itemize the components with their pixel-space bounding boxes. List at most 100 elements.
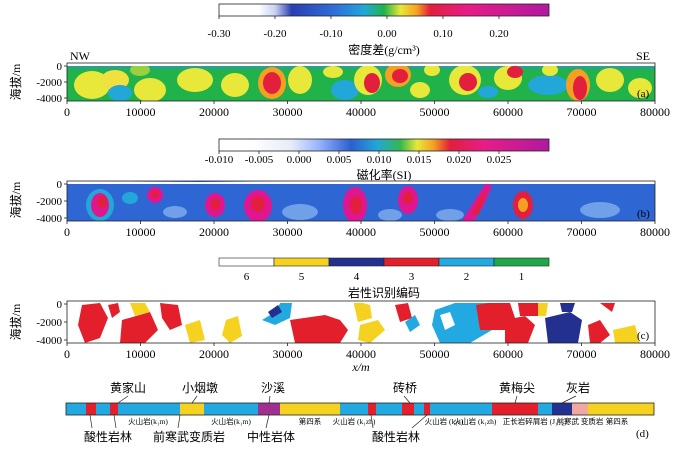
x-tick-label: 70000: [567, 225, 597, 239]
x-tick-label: 60000: [493, 225, 523, 239]
label-huangjiashan: 黄家山: [110, 380, 146, 395]
panel-b: -0.010 -0.005 0.000 0.005 0.010 0.015 0.020 0.0…: [8, 138, 670, 239]
x-tick-label: 70000: [567, 347, 597, 361]
lithology-code-swatch: [493, 257, 550, 267]
lithology-code-label: 4: [354, 271, 360, 283]
x-tick-label: 30000: [273, 225, 303, 239]
y-tick-label: -4000: [36, 93, 62, 105]
y-tick-label: -4000: [36, 335, 62, 347]
x-tick-label: 40000: [346, 225, 376, 239]
label-acidic-rock-1: 酸性岩林: [84, 429, 132, 444]
panel-a-label: (a): [637, 88, 650, 100]
lithology-code-label: 1: [519, 271, 525, 283]
x-tick-label: 40000: [346, 105, 376, 119]
lithology-code-swatch: [438, 257, 495, 267]
inbar-volcanic-k1zh-2: 火山岩 (k₁zh): [454, 416, 497, 426]
panel-a-ylabel: 海拔/m: [8, 63, 23, 100]
colorbar-tick-label: 0.000: [287, 154, 312, 166]
colorbar-tick-label: 0.00: [377, 28, 397, 40]
label-xiaoyandun: 小烟墩: [182, 381, 218, 395]
colorbar-tick-label: 0.20: [489, 28, 509, 40]
inbar-quaternary-1: 第四系: [299, 416, 322, 426]
x-tick-label: 60000: [493, 347, 523, 361]
lithology-field: [67, 301, 655, 343]
x-tick-label: 40000: [346, 347, 376, 361]
colorbar-tick-label: 0.005: [327, 154, 352, 166]
panel-d: 黄家山 小烟墩 沙溪 砖桥 黄梅尖 灰岩 酸性岩林 前寒武变质岩 中性岩体 酸性…: [65, 380, 655, 444]
density-field: [67, 63, 655, 101]
x-tick-label: 50000: [420, 105, 450, 119]
lithology-code-swatch: [328, 257, 385, 267]
x-tick-label: 30000: [273, 347, 303, 361]
direction-nw-label: NW: [70, 49, 91, 63]
colorbar-tick-label: -0.005: [245, 154, 274, 166]
panel-c-axes: 0 10000 20000 30000 40000 50000 60000 70000 8000…: [36, 299, 670, 361]
colorbar-tick-label: 0.015: [407, 154, 432, 166]
x-tick-label: 50000: [420, 225, 450, 239]
lithology-code-swatch: [273, 257, 330, 267]
leader-lines: [89, 395, 577, 429]
label-precambrian-1: 前寒武变质岩: [153, 429, 225, 444]
inbar-volcanic-k1zh-1: 火山岩 (k₁zh): [333, 416, 376, 426]
x-tick-label: 10000: [126, 347, 156, 361]
panel-d-label: (d): [636, 428, 649, 440]
x-tick-label: 80000: [640, 225, 670, 239]
inbar-volcanic-k1m-1: 火山岩(k₁m): [128, 416, 168, 426]
lithology-code-label: 2: [464, 271, 470, 283]
colorbar-tick-label: 0.10: [433, 28, 453, 40]
colorbar-tick-label: 0.020: [447, 154, 472, 166]
x-tick-label: 20000: [199, 225, 229, 239]
panel-b-label: (b): [637, 208, 650, 220]
x-tick-label: 60000: [493, 105, 523, 119]
label-limestone: 灰岩: [566, 380, 590, 395]
panel-c: 6 5 4 3 2 1 岩性识别编码: [8, 257, 670, 374]
colorbar-b-gradient: [218, 138, 550, 152]
colorbar-a-title: 密度差(g/cm³): [348, 42, 420, 57]
x-tick-label: 30000: [273, 105, 303, 119]
inbar-volcanic-k1s: 火山岩 (k₁s): [425, 416, 464, 426]
x-tick-label: 0: [64, 105, 70, 119]
x-tick-label: 80000: [640, 347, 670, 361]
y-tick-label: -2000: [36, 196, 62, 208]
y-tick-label: 0: [57, 61, 63, 73]
x-tick-label: 0: [64, 347, 70, 361]
x-tick-label: 0: [64, 225, 70, 239]
label-acidic-rock-2: 酸性岩林: [372, 429, 420, 444]
label-huangmeijian: 黄梅尖: [499, 380, 535, 395]
inbar-precambrian: 前寒武 变质岩: [557, 416, 604, 426]
y-tick-label: 0: [57, 299, 63, 311]
y-tick-label: 0: [57, 179, 63, 191]
colorbar-a-gradient: [218, 3, 550, 17]
label-shaxi: 沙溪: [261, 381, 285, 395]
lithology-code-swatch: [383, 257, 440, 267]
panel-a-axes: 0 10000 20000 30000 40000 50000 60000 70000 8000…: [36, 61, 670, 119]
x-tick-label: 10000: [126, 225, 156, 239]
colorbar-tick-label: -0.10: [320, 28, 343, 40]
colorbar-c: 6 5 4 3 2 1: [218, 257, 550, 283]
x-tick-label: 20000: [199, 347, 229, 361]
panel-c-label: (c): [637, 330, 650, 342]
inbar-volcanic-k1m-2: 火山岩(k₁m): [211, 416, 251, 426]
colorbar-a-ticks: -0.30 -0.20 -0.10 0.00 0.10 0.20: [208, 16, 509, 40]
colorbar-b-ticks: -0.010 -0.005 0.000 0.005 0.010 0.015 0.020 0.0…: [205, 151, 512, 166]
inbar-labels: 火山岩(k₁m) 火山岩(k₁m) 第四系 火山岩 (k₁zh) 火山岩 (k₁…: [128, 416, 629, 426]
y-tick-label: -2000: [36, 77, 62, 89]
panel-c-ylabel: 海拔/m: [8, 303, 23, 340]
geology-strip: [65, 402, 655, 416]
colorbar-tick-label: -0.20: [264, 28, 287, 40]
inbar-clastic: 碎屑岩 (J₁₋₂): [525, 416, 567, 426]
colorbar-b-title: 磁化率(SI): [357, 167, 412, 182]
panel-b-ylabel: 海拔/m: [8, 181, 23, 218]
inbar-quaternary-2: 第四系: [606, 416, 629, 426]
x-tick-label: 20000: [199, 105, 229, 119]
direction-se-label: SE: [636, 49, 650, 63]
y-tick-label: -2000: [36, 317, 62, 329]
x-tick-label: 50000: [420, 347, 450, 361]
lithology-code-label: 5: [299, 271, 305, 283]
susceptibility-field: [67, 181, 655, 221]
label-zhuanqiao: 砖桥: [393, 380, 417, 395]
colorbar-tick-label: 0.010: [367, 154, 392, 166]
panel-b-axes: 0 10000 20000 30000 40000 50000 60000 70000 8000…: [36, 179, 670, 239]
